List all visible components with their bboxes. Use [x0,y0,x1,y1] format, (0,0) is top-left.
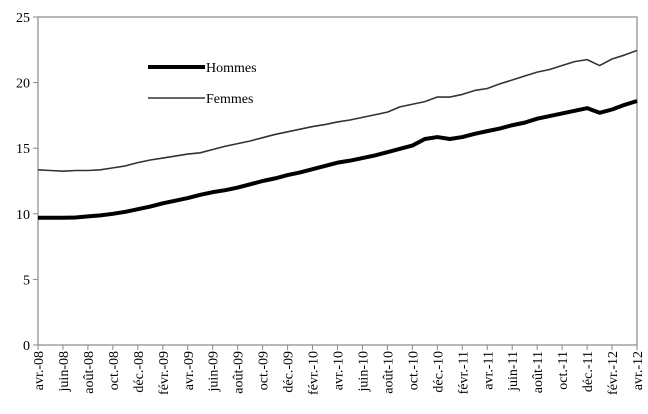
x-tick-label: févr.-09 [157,351,172,395]
x-tick-label: avr.-10 [332,351,347,390]
y-tick-label: 0 [23,339,30,354]
x-tick-label: août-11 [531,351,546,393]
x-tick-label: juin-09 [207,351,222,392]
x-tick-label: août-10 [381,351,396,394]
x-tick-label: déc.-09 [282,351,297,393]
x-tick-label: févr.-12 [606,351,621,395]
y-tick-label: 15 [16,142,30,157]
x-tick-label: août-08 [82,351,97,394]
y-tick-label: 10 [16,208,30,223]
x-tick-label: juin-10 [356,351,371,392]
x-tick-label: déc.-11 [581,351,596,392]
x-tick-label: févr.-11 [456,351,471,394]
x-tick-label: avr.-08 [32,351,47,390]
y-tick-label: 20 [16,77,30,92]
x-tick-label: juin-08 [57,351,72,392]
x-tick-label: oct.-11 [556,351,571,390]
x-tick-label: févr.-10 [307,351,322,395]
legend-label: Femmes [206,92,253,107]
x-tick-label: oct.-08 [107,351,122,390]
y-tick-label: 25 [16,11,30,26]
x-tick-label: avr.-09 [182,351,197,390]
legend-label: Hommes [206,61,257,76]
x-tick-label: oct.-10 [406,351,421,390]
x-tick-label: déc.-08 [132,351,147,393]
line-series [38,99,638,220]
line-series [37,49,638,172]
x-tick-label: déc.-10 [431,351,446,393]
x-tick-label: oct.-09 [257,351,272,390]
x-tick-label: août-09 [232,351,247,394]
plot-frame [37,16,638,346]
x-tick-label: avr.-12 [631,351,646,390]
x-tick-label: juin-11 [506,351,521,392]
x-tick-label: avr.-11 [481,351,496,390]
y-tick-label: 5 [23,273,30,288]
